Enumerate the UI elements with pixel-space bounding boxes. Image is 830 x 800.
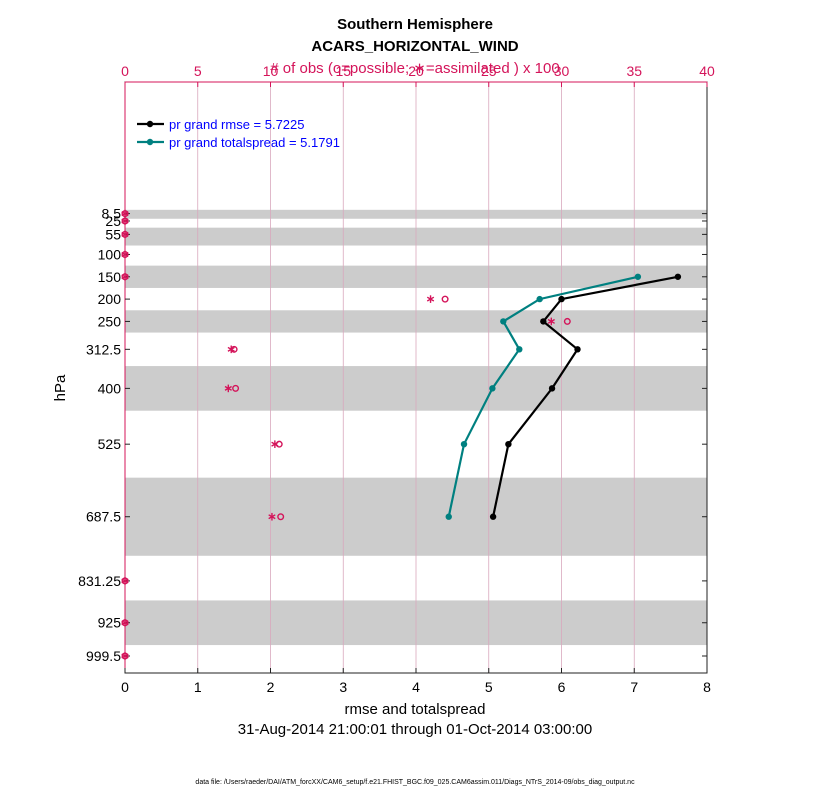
series-point: [489, 513, 497, 520]
data-series: [445, 273, 682, 520]
asterisk-stroke: [121, 251, 129, 257]
top-tick-label: 25: [481, 63, 497, 79]
obs-assimilated-marker: [121, 250, 129, 259]
series-point: [505, 440, 512, 448]
obs-assimilated-marker: [121, 209, 129, 218]
asterisk-stroke: [268, 514, 276, 520]
obs-assimilated-marker: [224, 384, 232, 393]
axis-ticks: 0 1 2 3 4 5 6 7 80 5 10 15 20 25 30 35 408.5255510015020…: [78, 63, 715, 695]
obs-assimilated-marker: [227, 345, 235, 354]
top-tick-label: 35: [626, 63, 642, 79]
y-tick-label: 250: [98, 313, 122, 329]
asterisk-stroke: [547, 318, 555, 324]
series-point: [634, 273, 642, 280]
date-range: 31-Aug-2014 21:00:01 through 01-Oct-2014…: [238, 721, 592, 738]
top-tick-label: 15: [335, 63, 351, 79]
y-tick-label: 687.5: [86, 509, 121, 525]
y-tick-label: 831.25: [78, 573, 121, 589]
y-tick-label: 400: [98, 380, 122, 396]
top-tick-label: 40: [699, 63, 715, 79]
obs-possible-marker: [563, 317, 571, 325]
series-point: [540, 318, 547, 325]
asterisk-stroke: [227, 346, 235, 352]
asterisk-stroke: [271, 441, 279, 447]
y-tick-label: 55: [105, 226, 121, 242]
top-tick-label: 10: [263, 63, 279, 79]
obs-assimilated-marker: [268, 512, 276, 521]
top-tick-label: 30: [554, 63, 570, 79]
x-axis-label: rmse and totalspread: [345, 701, 486, 718]
top-tick-label: 20: [408, 63, 424, 79]
asterisk-stroke: [426, 296, 435, 302]
obs-assimilated-marker: [121, 217, 129, 225]
y-tick-label: 8.5: [102, 206, 122, 222]
x-tick-label: 8: [703, 679, 711, 695]
legend-swatch-marker: [146, 138, 154, 146]
chart-subtitle: ACARS_HORIZONTAL_WIND: [311, 38, 518, 55]
vertical-gridlines: [197, 82, 635, 673]
legend-swatch-marker: [146, 120, 154, 128]
footnote: data file: /Users/raeder/DAI/ATM_forcXX/…: [195, 779, 635, 786]
y-tick-label: 925: [98, 615, 122, 631]
obs-assimilated-marker: [121, 652, 129, 660]
y-tick-label: 25: [105, 213, 121, 229]
x-tick-label: 2: [267, 679, 275, 695]
top-axis-label: # of obs (o=possible; ∗=assimilated ) x …: [270, 60, 559, 77]
asterisk-stroke: [121, 231, 129, 237]
series-point: [536, 295, 543, 303]
series-point: [574, 346, 581, 353]
asterisk-stroke: [121, 218, 129, 224]
series-point: [460, 440, 468, 448]
obs-assimilated-marker: [547, 317, 555, 326]
asterisk-stroke: [121, 653, 129, 659]
obs-possible-marker: [277, 513, 285, 521]
obs-assimilated-marker: [271, 440, 279, 448]
y-axis-label: hPa: [52, 374, 69, 401]
y-tick-label: 200: [98, 291, 122, 307]
x-tick-label: 0: [121, 679, 129, 695]
series-point: [558, 295, 565, 303]
legend-entry: pr grand rmse = 5.7225: [169, 117, 305, 132]
y-tick-label: 525: [98, 436, 122, 452]
obs-possible-marker: [441, 295, 449, 303]
x-tick-label: 6: [558, 679, 566, 695]
chart-title: Southern Hemisphere: [337, 16, 493, 33]
series-point: [489, 385, 496, 392]
asterisk-stroke: [121, 274, 129, 280]
x-tick-label: 7: [630, 679, 638, 695]
legend-entry: pr grand totalspread = 5.1791: [169, 135, 340, 150]
series-point: [516, 346, 523, 353]
series-point: [445, 513, 452, 520]
obs-possible-marker: [275, 440, 283, 448]
x-tick-label: 5: [485, 679, 493, 695]
obs-assimilated-marker: [121, 230, 129, 239]
y-tick-label: 312.5: [86, 341, 121, 357]
top-tick-label: 0: [121, 63, 129, 79]
asterisk-stroke: [121, 578, 129, 584]
y-tick-label: 100: [98, 246, 122, 262]
obs-assimilated-marker: [121, 577, 129, 585]
top-tick-label: 5: [194, 63, 202, 79]
y-tick-label: 150: [98, 269, 122, 285]
obs-assimilated-marker: [121, 618, 129, 627]
series-point: [548, 385, 556, 392]
obs-possible-marker: [232, 384, 240, 392]
observation-counts: [121, 209, 571, 660]
y-tick-label: 999.5: [86, 648, 121, 664]
x-tick-label: 1: [194, 679, 202, 695]
asterisk-stroke: [121, 620, 129, 626]
obs-assimilated-marker: [121, 272, 129, 281]
series-point: [674, 273, 682, 280]
x-tick-label: 3: [339, 679, 347, 695]
asterisk-stroke: [224, 385, 232, 391]
asterisk-stroke: [121, 211, 129, 217]
legend: pr grand rmse = 5.7225 pr grand totalspre…: [137, 117, 340, 150]
series-point: [500, 318, 507, 325]
x-tick-label: 4: [412, 679, 420, 695]
obs-assimilated-marker: [426, 295, 435, 303]
